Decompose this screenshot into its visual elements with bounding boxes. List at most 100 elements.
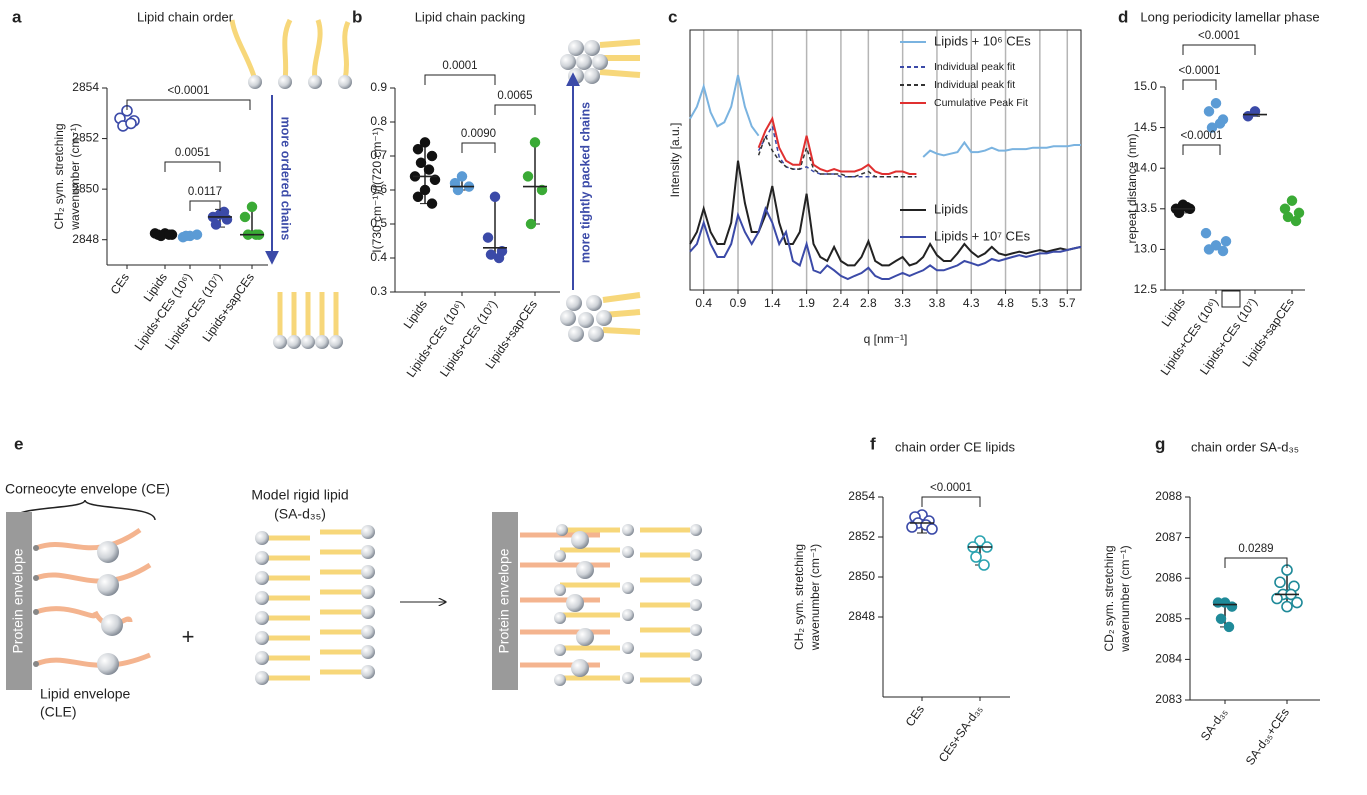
significance-bracket	[424, 74, 496, 85]
x-tick-label: 2.8	[860, 296, 877, 310]
y-tick-label: 2850	[72, 181, 99, 195]
y-tick-label: 0.6	[370, 182, 387, 196]
x-tick-label: 1.4	[764, 296, 781, 310]
p-value: <0.0001	[1181, 130, 1223, 142]
data-line	[689, 205, 1082, 281]
data-point	[489, 191, 501, 203]
chart-title: chain order SA-d₃₅	[1191, 439, 1299, 454]
y-axis-label: wavenumber (cm⁻¹)	[1118, 545, 1132, 652]
y-tick-label: 2852	[848, 529, 875, 543]
model-lipid-label: Model rigid lipid	[251, 487, 348, 503]
data-point	[415, 157, 427, 169]
data-point	[1203, 106, 1215, 117]
data-line	[689, 74, 1081, 158]
y-tick-label: 13.5	[1134, 201, 1158, 215]
significance-bracket	[461, 142, 496, 153]
y-tick-label: 2086	[1155, 570, 1182, 584]
lipid-envelope-label: Lipid envelope	[40, 686, 131, 702]
data-point	[412, 191, 424, 203]
data-point	[1290, 215, 1302, 227]
y-tick-label: 2088	[1155, 489, 1182, 503]
lipid-tails	[35, 527, 152, 668]
y-tick-label: 2083	[1155, 692, 1182, 706]
model-lipids	[255, 525, 375, 685]
protein-envelope-label: Protein envelope	[496, 548, 512, 653]
data-point	[419, 137, 431, 148]
data-point	[978, 559, 990, 571]
data-point	[1181, 201, 1193, 213]
y-tick-label: 0.9	[370, 80, 387, 94]
data-point	[1173, 207, 1185, 219]
x-tick-label: CEs	[903, 703, 927, 730]
panel-letter: a	[12, 7, 22, 26]
data-point	[426, 150, 438, 162]
data-point	[456, 171, 468, 182]
x-tick-label: CEs+SA-d₃₅	[936, 702, 985, 764]
x-axis-label: q [nm⁻¹]	[864, 332, 908, 346]
y-tick-label: 2087	[1155, 530, 1182, 544]
data-point	[191, 229, 203, 240]
data-point	[423, 164, 435, 175]
data-point	[1220, 236, 1232, 247]
combined-lipids	[520, 524, 702, 686]
legend-label: Lipids + 10⁶ CEs	[934, 33, 1031, 48]
data-point	[163, 229, 175, 240]
plus: +	[182, 624, 195, 649]
protein-envelope	[6, 512, 32, 690]
y-tick-label: 13.0	[1134, 242, 1158, 256]
panel-letter: g	[1155, 434, 1165, 453]
data-point	[1212, 597, 1224, 608]
x-tick-label: 4.3	[963, 296, 980, 310]
brace	[11, 499, 156, 521]
data-point	[493, 252, 505, 264]
data-line	[757, 115, 917, 175]
ce-label: Corneocyte envelope (CE)	[5, 481, 170, 497]
y-tick-label: 2854	[72, 80, 99, 94]
x-tick-label: 4.8	[997, 296, 1014, 310]
p-value: <0.0001	[1179, 65, 1221, 77]
data-point	[149, 228, 161, 239]
x-tick-label: 0.4	[695, 296, 712, 310]
p-value: <0.0001	[930, 482, 972, 494]
axis-break-box	[1221, 290, 1241, 308]
chart-title: Long periodicity lamellar phase	[1140, 9, 1319, 24]
y-axis-label: I(730 cm⁻¹)/I(720 cm⁻¹)	[370, 127, 384, 252]
data-point	[1286, 195, 1298, 206]
data-point	[419, 184, 431, 196]
x-tick-label: SA-d₃₅	[1198, 705, 1230, 743]
x-tick-label: 5.7	[1059, 296, 1076, 310]
x-tick-label: 3.3	[894, 296, 911, 310]
p-value: 0.0065	[497, 90, 532, 102]
y-tick-label: 2084	[1155, 652, 1182, 666]
p-value: 0.0117	[188, 186, 222, 198]
y-tick-label: 2850	[848, 569, 875, 583]
data-point	[210, 219, 222, 230]
protein-envelope	[492, 512, 518, 690]
x-tick-label: Lipids	[1159, 296, 1188, 330]
data-point	[1210, 97, 1222, 109]
p-value: 0.0001	[442, 60, 477, 72]
significance-bracket	[1182, 79, 1217, 90]
panel-letter: d	[1118, 7, 1128, 26]
y-tick-label: 0.3	[370, 284, 387, 298]
data-point	[926, 523, 938, 535]
data-point	[426, 198, 438, 209]
y-tick-label: 2848	[72, 232, 99, 246]
data-point	[1281, 600, 1293, 613]
panel-letter: c	[668, 7, 677, 26]
lipid-icon-ordered	[273, 292, 343, 349]
legend-label: Individual peak fit	[934, 79, 1015, 91]
x-tick-label: 3.8	[929, 296, 946, 310]
side-label: more ordered chains	[279, 117, 293, 241]
panel-letter: f	[870, 434, 876, 453]
p-value: <0.0001	[168, 85, 210, 97]
p-value: 0.0289	[1238, 543, 1273, 555]
chart-title: Lipid chain packing	[415, 9, 526, 24]
data-line	[757, 133, 917, 178]
data-point	[536, 184, 548, 196]
side-label: more tightly packed chains	[578, 102, 592, 263]
significance-bracket	[164, 161, 221, 172]
y-tick-label: 2852	[72, 131, 99, 145]
legend-label: Lipids	[934, 201, 968, 216]
data-point	[429, 174, 441, 186]
